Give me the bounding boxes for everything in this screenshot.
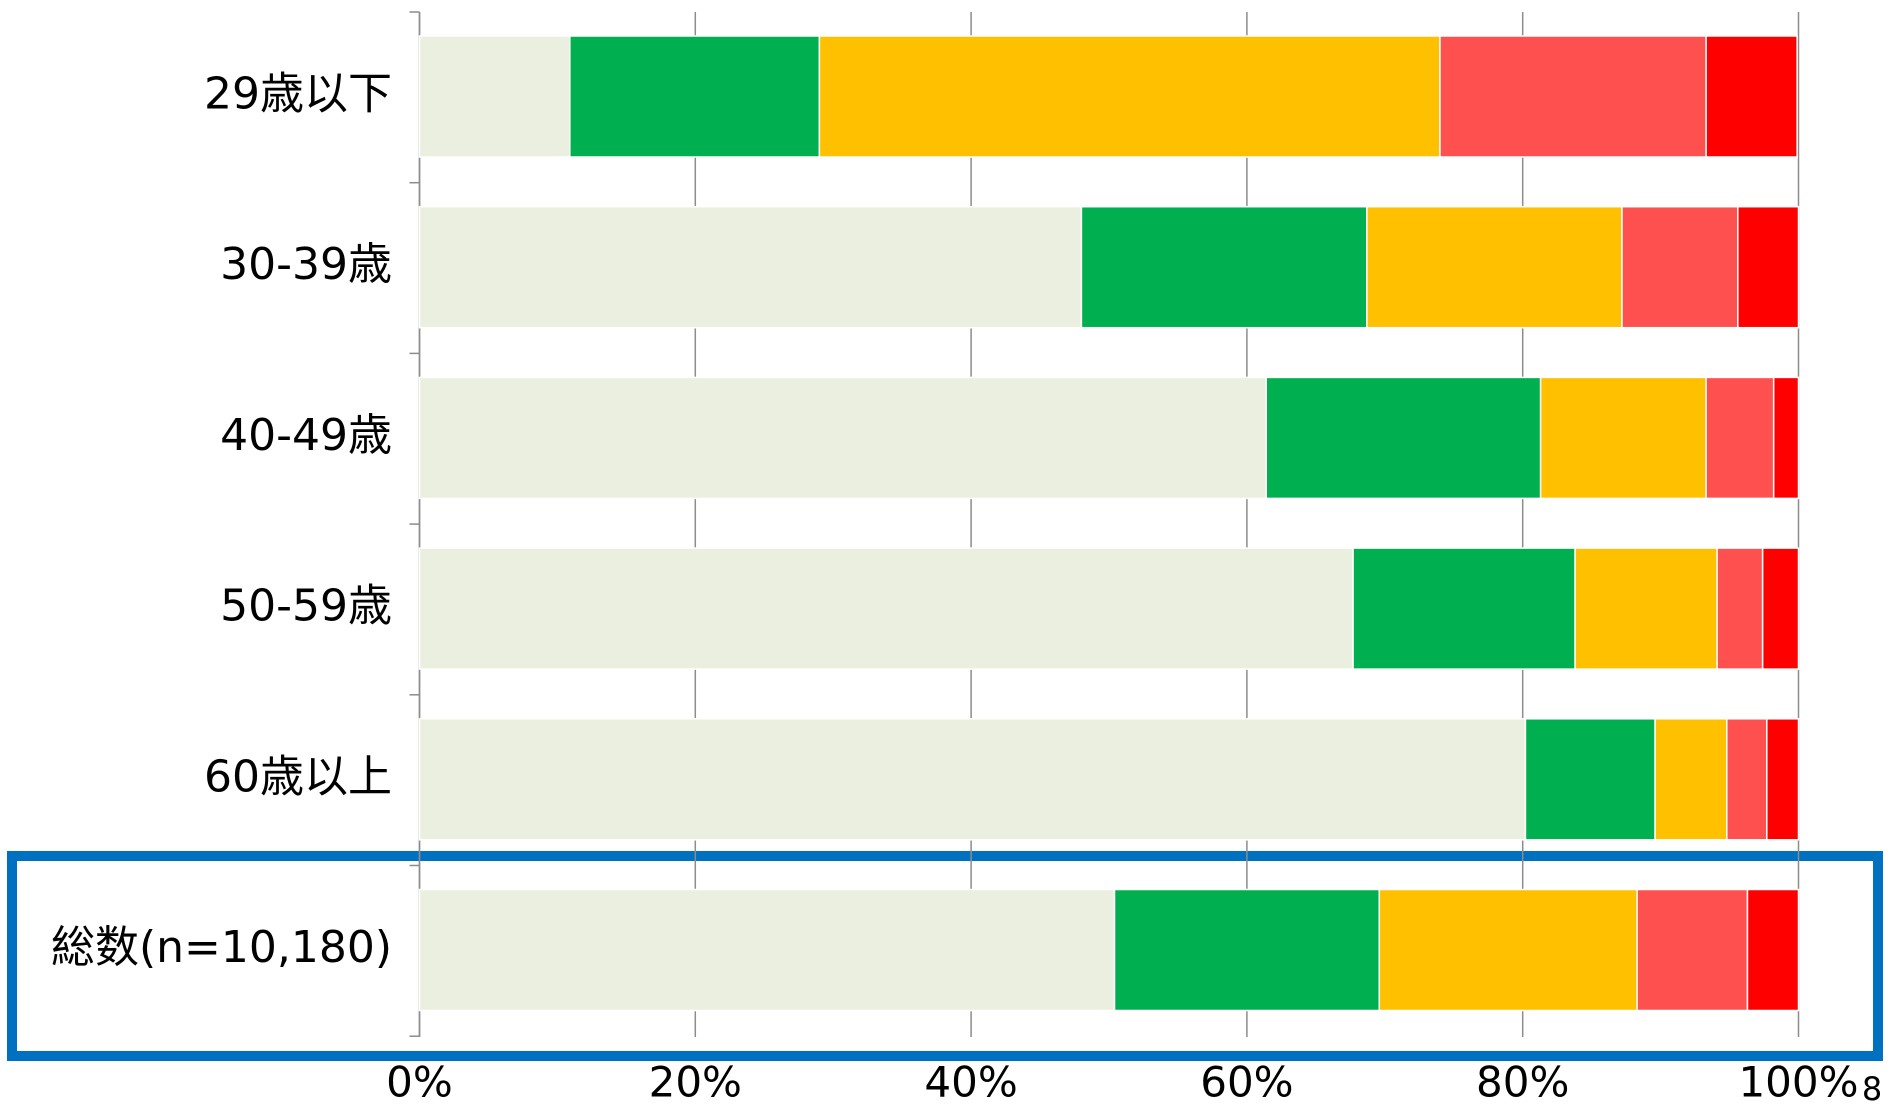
y-tick-label: 40-49歳: [220, 410, 392, 461]
bar-segment: [1366, 205, 1623, 329]
bar-segment: [1766, 718, 1800, 841]
x-tick-label: 80%: [1476, 1058, 1569, 1107]
bar-segment: [1737, 205, 1800, 329]
bar-segment: [1265, 376, 1542, 500]
bar-segment: [418, 205, 1083, 329]
page-number: 8: [1862, 1070, 1882, 1108]
x-tick-label: 60%: [1200, 1058, 1293, 1107]
bar-segment: [418, 547, 1354, 670]
y-tick-label: 50-59歳: [220, 581, 392, 632]
bar-segment: [1080, 205, 1368, 329]
bar-segment: [818, 35, 1441, 158]
y-tick-label: 総数(n=10,180): [51, 922, 392, 973]
highlight-box: [7, 851, 1883, 1061]
bar-segment: [1539, 376, 1707, 500]
bar-segment: [1772, 376, 1800, 500]
bar-segment: [1716, 547, 1764, 670]
bar-segment: [1621, 205, 1739, 329]
bar-segment: [1705, 376, 1775, 500]
bar-segment: [569, 35, 821, 158]
bar-segment: [1574, 547, 1718, 670]
bar-segment: [1378, 888, 1638, 1012]
y-tick-label: 29歳以下: [204, 69, 392, 120]
bar-segment: [418, 35, 571, 158]
x-tick-label: 40%: [924, 1058, 1017, 1107]
x-tick-label: 100%: [1738, 1058, 1858, 1107]
bar-segment: [418, 888, 1116, 1012]
bar-segment: [1654, 718, 1728, 841]
y-tick-label: 30-39歳: [220, 239, 392, 290]
bar-segment: [1761, 547, 1800, 670]
bar-segment: [1352, 547, 1576, 670]
bar-segment: [1726, 718, 1768, 841]
bar-segment: [1113, 888, 1381, 1012]
bar-segment: [1746, 888, 1800, 1012]
bar-segment: [1524, 718, 1656, 841]
bar-segment: [418, 376, 1267, 500]
x-tick-label: 0%: [386, 1058, 453, 1107]
y-tick-label: 60歳以上: [204, 751, 392, 802]
bar-segment: [1439, 35, 1707, 158]
bar-segment: [1705, 35, 1798, 158]
x-tick-label: 20%: [649, 1058, 742, 1107]
bar-segment: [418, 718, 1527, 841]
bar-segment: [1636, 888, 1749, 1012]
